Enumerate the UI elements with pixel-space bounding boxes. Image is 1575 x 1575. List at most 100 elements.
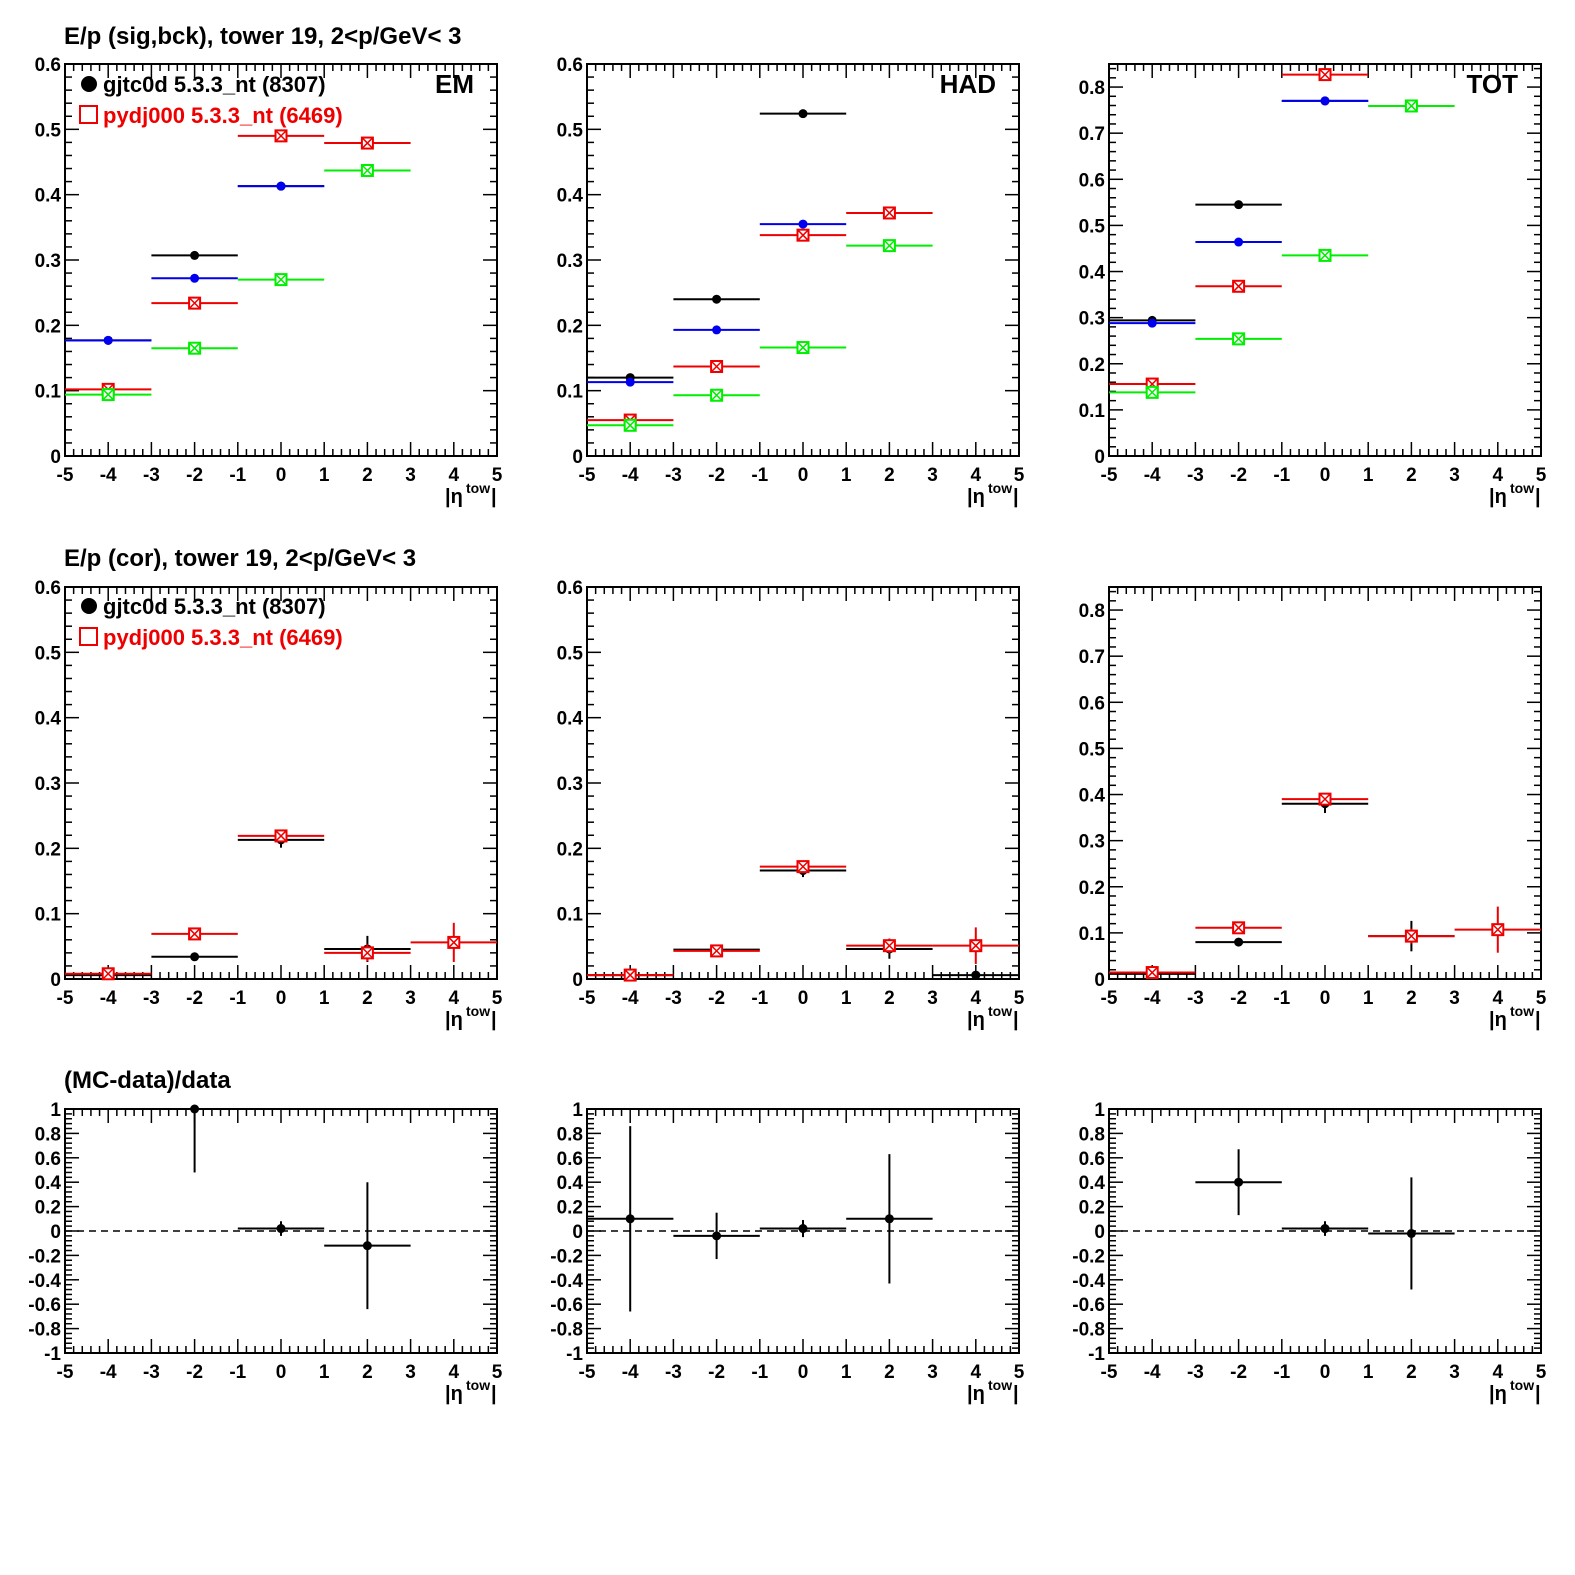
legend-label-mc: pydj000 5.3.3_nt (6469) [103, 625, 343, 650]
y-tick-label: 1 [1094, 1100, 1105, 1121]
y-tick-label: 0.5 [1079, 216, 1106, 237]
y-tick-label: 0 [1094, 447, 1105, 468]
marker-cross [188, 297, 201, 310]
series-1 [1109, 96, 1369, 328]
marker-cross [188, 927, 201, 940]
data-point [1232, 332, 1246, 346]
y-tick-label: 0 [1094, 1222, 1105, 1243]
y-tick-label: 0.2 [557, 316, 583, 337]
x-axis-title: |η [1489, 486, 1507, 508]
panel-r3c2: -5 -4 -3 -2 -1 0 1 2 3 4 5 |η tow | -1 -0.8 -0.6 -0.4 -0.2… [550, 1100, 1024, 1405]
data-point [798, 1224, 808, 1234]
panel-corner-label: TOT [1466, 69, 1518, 99]
marker-cross [1232, 280, 1245, 293]
y-tick-label: 1 [50, 1100, 61, 1121]
data-point [188, 927, 202, 941]
x-tick-label: -2 [1230, 988, 1247, 1009]
data-point [101, 388, 115, 402]
x-tick-label: 5 [1536, 1362, 1547, 1383]
y-tick-label: 0.4 [1079, 263, 1106, 284]
series-0 [587, 1126, 933, 1312]
y-tick-label: 0.7 [1079, 647, 1105, 668]
x-tick-label: -1 [229, 1362, 246, 1383]
x-tick-label: -5 [1101, 1362, 1118, 1383]
marker-cross [796, 341, 810, 354]
x-tick-label: -1 [1273, 465, 1290, 486]
x-tick-label: 4 [1493, 988, 1504, 1009]
legend-row2: gjtc0d 5.3.3_nt (8307) pydj000 5.3.3_nt … [79, 594, 343, 650]
series-0 [65, 832, 411, 980]
data-point [1404, 929, 1418, 943]
panels: -5 -4 -3 -2 -1 0 1 2 3 4 5|η tow |00.10.20.30.40.50.… [28, 55, 1546, 1405]
marker-cross [1491, 923, 1504, 936]
row1-title: E/p (sig,bck), tower 19, 2<p/GeV< 3 [64, 23, 461, 50]
panel-corner-label: HAD [940, 69, 996, 99]
x-tick-label: -4 [622, 1362, 639, 1383]
x-tick-label: 0 [276, 988, 287, 1009]
x-tick-label: 1 [841, 465, 852, 486]
x-tick-label: -1 [751, 465, 768, 486]
marker-cross [102, 967, 115, 980]
x-axis-title: |η [445, 486, 463, 508]
y-tick-label: 0 [572, 1222, 583, 1243]
data-point [1320, 96, 1330, 106]
x-tick-label: 1 [841, 988, 852, 1009]
data-point [796, 228, 810, 242]
x-tick-label: -5 [579, 465, 596, 486]
x-tick-label: -4 [622, 988, 639, 1009]
x-tick-label: -2 [708, 465, 725, 486]
x-axis-title: |η [445, 1383, 463, 1405]
y-tick-label: 0.3 [35, 251, 61, 272]
series-0 [151, 1104, 411, 1310]
data-point [712, 325, 722, 335]
y-tick-label: 0.6 [1079, 693, 1105, 714]
x-axis-title-end: | [1013, 1383, 1019, 1405]
x-tick-label: -5 [579, 1362, 596, 1383]
x-tick-label: -3 [143, 465, 160, 486]
x-tick-label: 1 [841, 1362, 852, 1383]
x-tick-label: 0 [798, 1362, 809, 1383]
data-point [190, 952, 200, 962]
y-tick-label: -0.8 [1072, 1320, 1105, 1341]
x-axis-title: |η [967, 486, 985, 508]
y-tick-label: 0.6 [35, 578, 61, 599]
legend-label-data: gjtc0d 5.3.3_nt (8307) [103, 72, 326, 97]
marker-cross [1318, 68, 1332, 81]
x-tick-label: 0 [276, 1362, 287, 1383]
panel-r1c3: -5 -4 -3 -2 -1 0 1 2 3 4 5 |η tow | 0 0.1 0.2 0.3 0.4 0.5 0.… [1079, 63, 1547, 508]
y-tick-label: 0.2 [35, 839, 61, 860]
x-tick-label: -5 [1101, 465, 1118, 486]
marker-cross [361, 946, 374, 959]
y-tick-label: 0.3 [557, 774, 583, 795]
data-point [103, 335, 113, 345]
x-axis-title-sup: tow [988, 1003, 1012, 1019]
data-point [625, 377, 635, 387]
x-tick-label: -2 [186, 988, 203, 1009]
marker-cross [1232, 921, 1245, 934]
x-tick-label: 5 [1014, 1362, 1025, 1383]
data-point [1491, 923, 1505, 937]
x-tick-label: -4 [100, 465, 117, 486]
marker-cross [710, 389, 723, 402]
y-tick-label: 0 [572, 447, 583, 468]
x-tick-label: -5 [1101, 988, 1118, 1009]
x-tick-label: -3 [665, 465, 682, 486]
marker-cross [883, 206, 896, 219]
marker-cross [1405, 930, 1418, 943]
y-tick-label: -1 [1088, 1344, 1105, 1365]
data-point [798, 219, 808, 229]
data-point [447, 935, 461, 949]
marker-cross [274, 829, 288, 842]
y-tick-label: 0 [50, 970, 61, 991]
plot-frame [586, 63, 1020, 457]
series-2 [1109, 68, 1369, 391]
data-point [882, 206, 896, 220]
x-tick-label: 2 [884, 1362, 895, 1383]
marker-cross [624, 419, 637, 432]
y-tick-label: 0.2 [35, 1198, 61, 1219]
x-axis-title: |η [1489, 1383, 1507, 1405]
data-point [1320, 1224, 1330, 1234]
data-point [274, 829, 288, 843]
x-tick-label: 3 [927, 988, 938, 1009]
